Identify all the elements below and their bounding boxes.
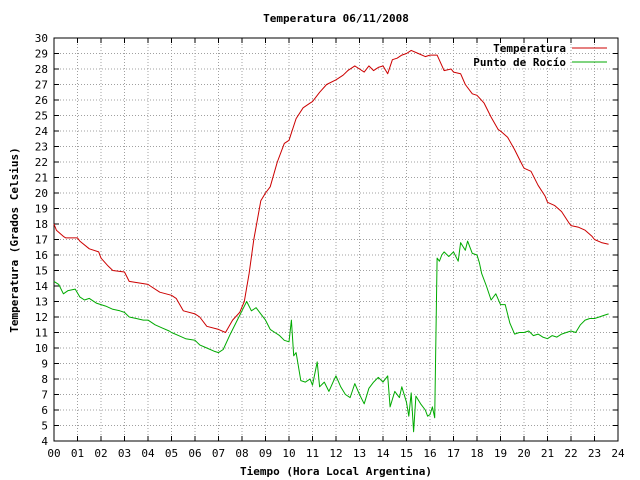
- x-tick-label: 12: [329, 447, 342, 460]
- y-tick-label: 10: [35, 342, 48, 355]
- y-tick-label: 18: [35, 218, 48, 231]
- x-axis-label: Tiempo (Hora Local Argentina): [240, 465, 432, 478]
- axis-ticks: 00 01 02 03 04 05 06 07 08 09 10 11 12 13 14 15 16 17 18 19…: [35, 32, 625, 460]
- y-tick-label: 20: [35, 187, 48, 200]
- y-tick-label: 21: [35, 172, 48, 185]
- y-tick-label: 13: [35, 296, 48, 309]
- x-tick-label: 10: [282, 447, 295, 460]
- y-tick-label: 8: [41, 373, 48, 386]
- x-tick-label: 01: [71, 447, 84, 460]
- series-line-0: [53, 49, 609, 333]
- y-tick-label: 7: [41, 389, 48, 402]
- legend-label-0: Temperatura: [493, 42, 566, 55]
- x-tick-label: 17: [447, 447, 460, 460]
- y-tick-label: 12: [35, 311, 48, 324]
- y-tick-label: 9: [41, 358, 48, 371]
- x-tick-label: 18: [470, 447, 483, 460]
- y-tick-label: 30: [35, 32, 48, 45]
- y-tick-label: 15: [35, 265, 48, 278]
- legend-label-1: Punto de Rocío: [473, 56, 566, 69]
- y-tick-label: 22: [35, 156, 48, 169]
- y-tick-label: 6: [41, 404, 48, 417]
- y-tick-label: 24: [35, 125, 49, 138]
- y-tick-label: 4: [41, 435, 48, 448]
- x-tick-label: 21: [541, 447, 554, 460]
- series-line-1: [53, 240, 609, 433]
- y-tick-label: 19: [35, 203, 48, 216]
- y-tick-label: 26: [35, 94, 48, 107]
- x-tick-label: 03: [118, 447, 131, 460]
- y-tick-label: 28: [35, 63, 48, 76]
- x-tick-label: 08: [235, 447, 248, 460]
- y-tick-label: 5: [41, 420, 48, 433]
- chart-title: Temperatura 06/11/2008: [263, 12, 409, 25]
- series-lines: [53, 49, 609, 433]
- y-tick-label: 16: [35, 249, 48, 262]
- y-tick-label: 29: [35, 48, 48, 61]
- x-tick-label: 22: [564, 447, 577, 460]
- y-tick-label: 17: [35, 234, 48, 247]
- x-tick-label: 20: [517, 447, 530, 460]
- x-tick-label: 02: [94, 447, 107, 460]
- x-tick-label: 19: [494, 447, 507, 460]
- x-tick-label: 14: [376, 447, 390, 460]
- x-tick-label: 24: [611, 447, 625, 460]
- x-tick-label: 07: [212, 447, 225, 460]
- y-tick-label: 14: [35, 280, 49, 293]
- y-tick-label: 23: [35, 141, 48, 154]
- y-tick-label: 25: [35, 110, 48, 123]
- x-tick-label: 23: [588, 447, 601, 460]
- y-axis-label: Temperatura (Grados Celsius): [8, 147, 21, 332]
- x-tick-label: 13: [353, 447, 366, 460]
- x-tick-label: 05: [165, 447, 178, 460]
- x-tick-label: 11: [306, 447, 319, 460]
- x-tick-label: 15: [400, 447, 413, 460]
- x-tick-label: 16: [423, 447, 436, 460]
- x-tick-label: 04: [141, 447, 155, 460]
- x-tick-label: 06: [188, 447, 201, 460]
- x-tick-label: 09: [259, 447, 272, 460]
- x-tick-label: 00: [47, 447, 60, 460]
- y-tick-label: 11: [35, 327, 48, 340]
- grid-lines: [54, 38, 618, 441]
- y-tick-label: 27: [35, 79, 48, 92]
